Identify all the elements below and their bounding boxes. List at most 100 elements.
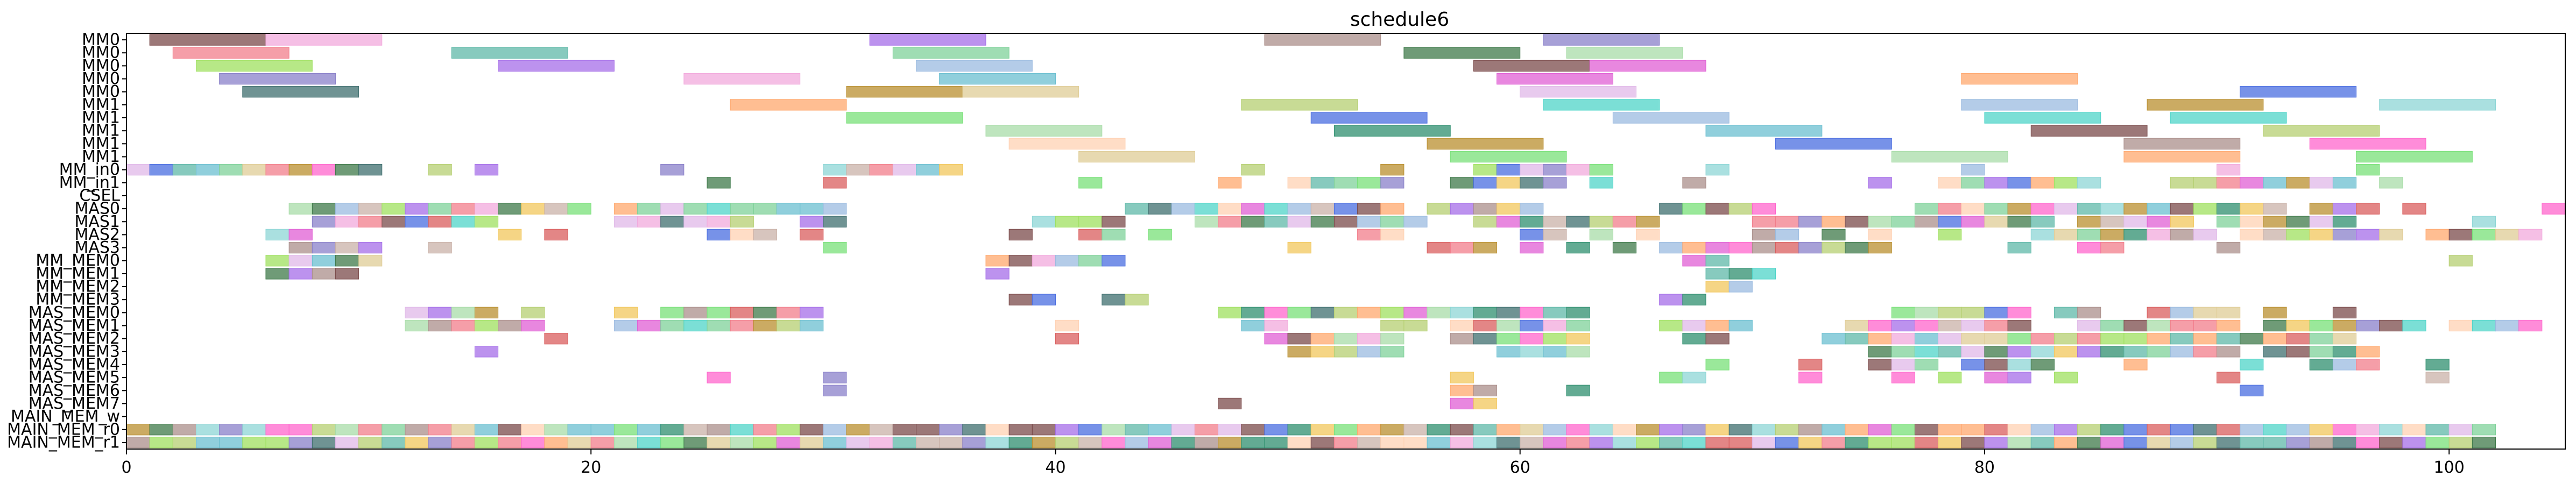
task-bar — [1520, 424, 1544, 436]
task-bar — [1264, 424, 1288, 436]
task-bar — [1752, 437, 1776, 449]
task-bar — [962, 86, 1079, 98]
task-bar — [1357, 307, 1381, 319]
task-bar — [358, 255, 383, 267]
task-bar — [2402, 424, 2426, 436]
task-bar — [962, 424, 986, 436]
task-bar — [2472, 424, 2496, 436]
task-bar — [2356, 229, 2380, 241]
task-bar — [1543, 34, 1660, 46]
task-bar — [2100, 437, 2125, 449]
task-bar — [800, 307, 824, 319]
task-bar — [1310, 437, 1335, 449]
task-bar — [730, 216, 754, 227]
task-bar — [892, 163, 917, 176]
task-bar — [2077, 424, 2101, 436]
task-bar — [2007, 241, 2031, 254]
task-bar — [1705, 333, 1730, 345]
task-bar — [521, 307, 545, 319]
task-bar — [1705, 163, 1730, 176]
task-bar — [2263, 424, 2287, 436]
task-bar — [1705, 281, 1730, 293]
task-bar — [1078, 151, 1195, 163]
task-bar — [869, 424, 893, 436]
task-bar — [892, 424, 917, 436]
task-bar — [1938, 177, 1962, 189]
y-tick-label: MAS_MEM5 — [29, 368, 120, 387]
task-bar — [2379, 437, 2403, 449]
task-bar — [2077, 229, 2101, 241]
task-bar — [1450, 397, 1474, 410]
task-bar — [2053, 424, 2078, 436]
task-bar — [1845, 319, 1869, 332]
task-bar — [1589, 60, 1706, 72]
task-bar — [1287, 424, 1311, 436]
task-bar — [823, 437, 847, 449]
task-bar — [474, 424, 499, 436]
task-bar — [1078, 229, 1103, 241]
task-bar — [590, 424, 615, 436]
task-bar — [1473, 319, 1498, 332]
task-bar — [335, 268, 359, 280]
task-bar — [2332, 359, 2357, 371]
task-bar — [405, 319, 429, 332]
task-bar — [1008, 437, 1033, 449]
task-bar — [2425, 372, 2450, 383]
task-bar — [1728, 241, 1753, 254]
task-bar — [1310, 307, 1335, 319]
task-bar — [1380, 319, 1405, 332]
task-bar — [1938, 319, 1962, 332]
task-bar — [474, 346, 499, 358]
task-bar — [1055, 424, 1079, 436]
x-tick-label: 0 — [121, 458, 131, 477]
task-bar — [1984, 177, 2008, 189]
task-bar — [2170, 229, 2194, 241]
task-bar — [683, 437, 708, 449]
task-bar — [707, 437, 731, 449]
task-bar — [126, 424, 150, 436]
task-bar — [753, 203, 778, 215]
task-bar — [2147, 203, 2171, 215]
task-bar — [707, 177, 731, 189]
task-bar — [683, 203, 708, 215]
task-bar — [2100, 346, 2125, 358]
task-bar — [172, 47, 290, 59]
task-bar — [1566, 163, 1590, 176]
task-bar — [846, 163, 870, 176]
task-bar — [1798, 437, 1823, 449]
task-bar — [474, 163, 499, 176]
task-bar — [613, 216, 638, 227]
task-bar — [2263, 346, 2287, 358]
task-bar — [1659, 437, 1683, 449]
task-bar — [823, 372, 847, 383]
task-bar — [1497, 163, 1521, 176]
task-bar — [1612, 437, 1637, 449]
x-axis: 0 20 40 60 80 100 — [121, 449, 2465, 477]
task-bar — [1194, 216, 1219, 227]
task-bar — [1682, 372, 1706, 383]
task-bar — [1566, 307, 1590, 319]
task-bar — [2263, 319, 2287, 332]
task-bar — [521, 424, 545, 436]
task-bar — [1961, 99, 2078, 111]
task-bar — [1752, 268, 1776, 280]
task-bar — [1914, 216, 1939, 227]
task-bar — [1705, 203, 1730, 215]
y-tick-label: MM0 — [82, 44, 120, 62]
task-bar — [1705, 359, 1730, 371]
task-bar — [985, 125, 1103, 137]
task-bar — [521, 203, 545, 215]
task-bar — [2217, 203, 2241, 215]
task-bar — [2425, 424, 2450, 436]
task-bar — [2007, 424, 2031, 436]
task-bar — [382, 437, 406, 449]
task-bar — [1357, 424, 1381, 436]
task-bar — [823, 177, 847, 189]
task-bar — [823, 203, 847, 215]
task-bar — [1961, 73, 2078, 85]
task-bar — [265, 34, 383, 46]
task-bar — [1078, 216, 1103, 227]
task-bar — [451, 216, 475, 227]
y-tick-label: MM1 — [82, 134, 120, 153]
